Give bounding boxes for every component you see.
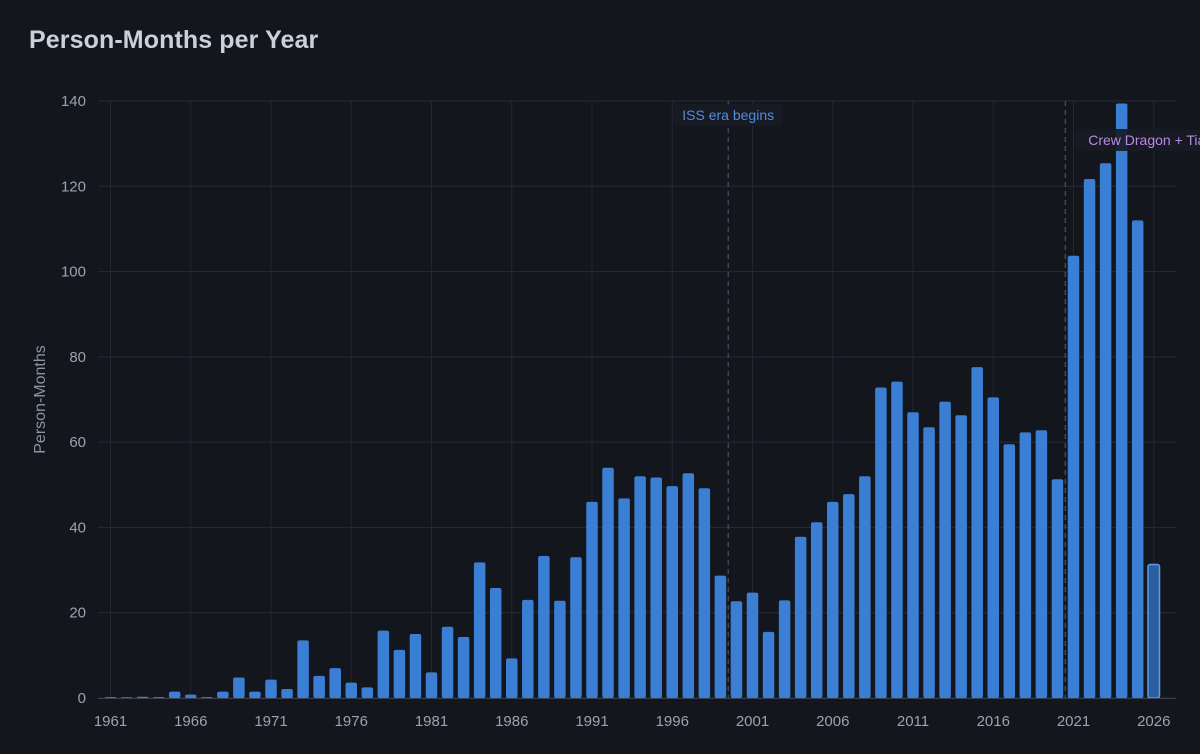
- bar-1961: [104, 697, 117, 698]
- bar-2019: [1035, 430, 1048, 698]
- bar-2025: [1131, 220, 1144, 698]
- y-tick-label: 140: [61, 93, 86, 110]
- axes: 0 20 40 60 80 100 120 140 1961 1966 1971 1976 1981 19…: [32, 93, 1176, 730]
- bar-1974: [313, 675, 325, 698]
- bar-1988: [538, 555, 550, 698]
- bar-1979: [393, 649, 406, 698]
- y-tick-label: 120: [61, 178, 86, 195]
- bar-1967: [201, 697, 213, 698]
- bar-2020: [1051, 479, 1064, 698]
- bar-1992: [602, 467, 614, 698]
- y-tick-label: 0: [78, 690, 86, 707]
- bar-1986: [506, 658, 518, 698]
- bar-1989: [554, 600, 566, 698]
- bar-1982: [441, 626, 454, 698]
- chart-title: Person-Months per Year: [29, 26, 319, 54]
- bar-1969: [233, 677, 245, 698]
- bar-1999: [714, 575, 727, 698]
- bar-1984: [473, 562, 486, 698]
- bar-2021: [1067, 255, 1080, 698]
- bar-1987: [522, 599, 534, 698]
- annotation-label-box: [673, 104, 784, 126]
- bar-2008: [859, 476, 871, 698]
- x-tick-label: 1996: [656, 713, 689, 730]
- bar-1964: [152, 697, 165, 698]
- x-tick-label: 2011: [897, 713, 929, 730]
- bar-1985: [489, 587, 502, 698]
- bar-1977: [361, 687, 374, 698]
- bar-1966: [185, 694, 197, 698]
- x-tick-label: 1966: [174, 713, 207, 730]
- bar-1973: [297, 640, 309, 698]
- bar-1996: [666, 486, 678, 698]
- bar-2026: [1147, 563, 1161, 699]
- bar-2000: [730, 601, 743, 698]
- bar-2017: [1003, 444, 1016, 698]
- x-tick-label: 1991: [575, 713, 608, 730]
- x-tick-label: 1971: [254, 713, 287, 730]
- x-tick-label: 1986: [495, 713, 528, 730]
- annotation-label: Crew Dragon + Tiangong: [1088, 132, 1200, 148]
- x-tick-label: 2021: [1057, 713, 1090, 730]
- bar-1962: [120, 697, 133, 698]
- y-tick-label: 100: [61, 264, 86, 281]
- bar-1972: [281, 689, 293, 698]
- bar-1993: [618, 498, 630, 698]
- bar-2023: [1099, 163, 1112, 699]
- bar-1970: [249, 691, 261, 698]
- annotation-label: ISS era begins: [682, 107, 774, 123]
- annotations: ISS era begins Crew Dragon + Tiangong: [673, 101, 1200, 698]
- bar-2015: [971, 367, 983, 698]
- y-tick-label: 80: [69, 349, 86, 366]
- bar-2001: [746, 592, 759, 698]
- bar-2024: [1115, 103, 1128, 698]
- bar-1980: [409, 634, 422, 698]
- bar-1978: [377, 630, 390, 698]
- bar-2014: [955, 415, 967, 698]
- y-axis-label: Person-Months: [32, 345, 49, 454]
- x-tick-label: 1961: [94, 713, 127, 730]
- bar-1998: [698, 488, 711, 698]
- annotation-label-box: [1075, 129, 1200, 151]
- bar-1995: [650, 477, 662, 698]
- bar-1991: [586, 501, 598, 698]
- bar-2006: [827, 501, 839, 698]
- bar-2007: [843, 494, 855, 698]
- x-tick-label: 2006: [816, 713, 849, 730]
- x-tick-label: 1976: [335, 713, 368, 730]
- bar-2010: [891, 381, 903, 698]
- bar-1997: [682, 473, 695, 698]
- bar-1971: [265, 679, 277, 698]
- bar-1983: [457, 637, 470, 698]
- bar-1976: [345, 682, 357, 698]
- bar-2009: [875, 387, 887, 698]
- bar-2012: [923, 427, 935, 698]
- bar-2002: [762, 631, 775, 698]
- bar-1975: [329, 668, 341, 698]
- bar-1994: [634, 476, 646, 698]
- bar-1963: [136, 696, 149, 698]
- bar-2013: [939, 401, 951, 698]
- bar-1990: [570, 557, 582, 698]
- bar-1965: [168, 691, 181, 698]
- bars: [104, 103, 1161, 699]
- bar-2003: [778, 600, 791, 698]
- bar-2018: [1019, 432, 1032, 698]
- x-tick-label: 2001: [736, 713, 769, 730]
- bar-1968: [217, 691, 229, 698]
- bar-2011: [907, 412, 919, 698]
- bar-2022: [1083, 179, 1096, 698]
- y-tick-label: 20: [69, 605, 86, 622]
- bar-2005: [810, 522, 823, 698]
- x-tick-label: 1981: [415, 713, 448, 730]
- bar-2016: [987, 397, 999, 698]
- bar-1981: [425, 672, 438, 698]
- x-tick-label: 2016: [977, 713, 1010, 730]
- bar-2004: [794, 536, 807, 698]
- y-tick-label: 40: [69, 519, 86, 536]
- x-tick-label: 2026: [1137, 713, 1170, 730]
- y-tick-label: 60: [69, 434, 86, 451]
